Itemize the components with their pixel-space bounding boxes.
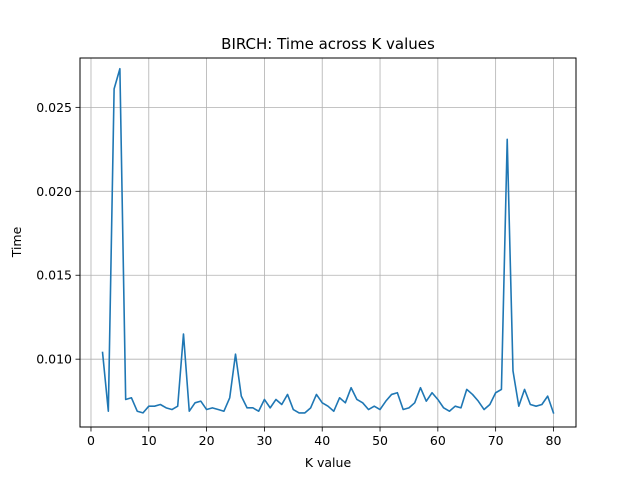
y-tick-label: 0.025 (36, 100, 72, 115)
series-line (101, 67, 555, 414)
x-tick-label: 40 (314, 433, 330, 448)
x-tick-label: 60 (430, 433, 446, 448)
x-tick-label: 80 (546, 433, 562, 448)
y-tick-label: 0.010 (36, 352, 72, 367)
series-group (101, 67, 555, 414)
plot-frame (79, 57, 577, 428)
x-tick-label: 70 (488, 433, 504, 448)
y-tick-label: 0.020 (36, 184, 72, 199)
x-tick-label: 30 (256, 433, 272, 448)
x-tick-label: 20 (199, 433, 215, 448)
x-tick-label: 50 (372, 433, 388, 448)
x-axis-title: K value (305, 455, 352, 470)
x-axis: 0 10 20 30 40 50 60 70 80 (87, 427, 561, 448)
y-tick-label: 0.015 (36, 268, 72, 283)
grid-lines (80, 58, 576, 427)
x-tick-label: 0 (87, 433, 95, 448)
x-tick-label: 10 (141, 433, 157, 448)
y-axis: 0.010 0.015 0.020 0.025 (36, 100, 80, 367)
chart-title: BIRCH: Time across K values (221, 35, 435, 53)
y-axis-title: Time (9, 226, 24, 258)
